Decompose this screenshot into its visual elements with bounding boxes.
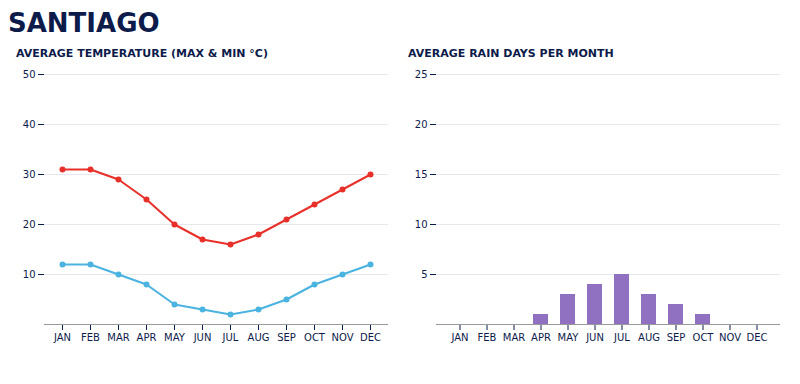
svg-text:20: 20: [23, 219, 36, 230]
svg-text:JUN: JUN: [585, 332, 604, 343]
svg-text:APR: APR: [531, 332, 551, 343]
svg-text:40: 40: [23, 119, 36, 130]
svg-text:NOV: NOV: [331, 332, 353, 343]
svg-text:5: 5: [421, 269, 427, 280]
svg-text:JUL: JUL: [222, 332, 239, 343]
svg-text:SEP: SEP: [277, 332, 296, 343]
svg-text:MAR: MAR: [503, 332, 525, 343]
svg-text:MAY: MAY: [558, 332, 580, 343]
svg-text:30: 30: [23, 169, 36, 180]
svg-text:DEC: DEC: [746, 332, 767, 343]
svg-text:25: 25: [415, 69, 428, 80]
svg-text:JUL: JUL: [613, 332, 630, 343]
svg-text:APR: APR: [137, 332, 157, 343]
svg-text:AUG: AUG: [248, 332, 270, 343]
svg-text:50: 50: [23, 69, 36, 80]
svg-text:JAN: JAN: [450, 332, 468, 343]
html-text:AVERAGE TEMPERATURE (MAX & MIN: AVERAGE TEMPERATURE (MAX & MIN °C): [16, 47, 268, 60]
svg-text:10: 10: [415, 219, 428, 230]
svg-text:DEC: DEC: [360, 332, 381, 343]
svg-text:JUN: JUN: [193, 332, 212, 343]
html-text:AVERAGE RAIN DAYS PER MONTH: AVERAGE RAIN DAYS PER MONTH: [408, 47, 614, 60]
svg-text:MAR: MAR: [107, 332, 129, 343]
svg-text:10: 10: [23, 269, 36, 280]
svg-text:OCT: OCT: [693, 332, 715, 343]
svg-text:20: 20: [415, 119, 428, 130]
svg-text:AUG: AUG: [638, 332, 660, 343]
svg-text:15: 15: [415, 169, 428, 180]
html-text:SANTIAGO: SANTIAGO: [8, 8, 160, 38]
svg-text:NOV: NOV: [719, 332, 741, 343]
svg-text:OCT: OCT: [304, 332, 326, 343]
svg-text:SEP: SEP: [667, 332, 686, 343]
svg-text:FEB: FEB: [81, 332, 100, 343]
svg-text:FEB: FEB: [478, 332, 497, 343]
svg-text:JAN: JAN: [53, 332, 71, 343]
svg-text:MAY: MAY: [164, 332, 186, 343]
